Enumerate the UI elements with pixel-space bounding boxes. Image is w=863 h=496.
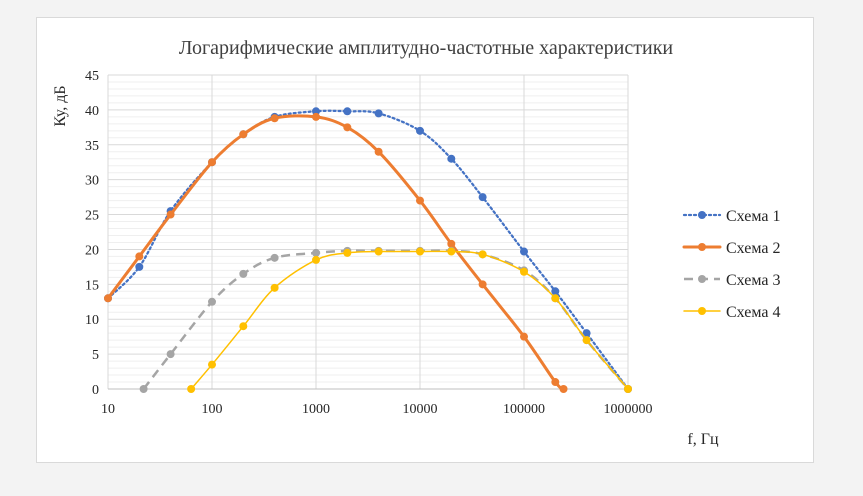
legend-label: Схема 4 [726,304,781,321]
y-axis-title: Ку, дБ [52,85,69,126]
y-tick-label: 0 [92,383,99,398]
legend-item: Схема 4 [683,304,781,321]
data-point [478,250,487,259]
data-point [312,107,320,116]
y-tick-label: 25 [85,209,99,224]
y-tick-label: 45 [85,69,99,84]
data-point [624,385,632,393]
data-point [447,247,456,256]
data-point [270,253,279,262]
data-point [374,247,383,256]
data-point [478,193,487,202]
x-tick-label: 100 [202,402,223,417]
data-point [312,112,320,121]
data-point [416,247,424,256]
x-tick-label: 10000 [403,402,438,417]
y-tick-label: 40 [85,104,99,119]
legend-marker [698,243,706,251]
legend-label: Схема 3 [726,272,781,289]
data-point [343,123,352,132]
chart-area: Логарифмические амплитудно-частотные хар… [36,17,814,463]
chart-svg: Логарифмические амплитудно-частотные хар… [52,37,781,448]
data-point [270,114,279,123]
y-tick-label: 30 [85,174,99,189]
legend: Схема 1 Схема 2 Схема 3 Схема 4 [682,208,781,321]
series-1 [104,107,632,393]
y-tick-label: 5 [92,348,99,363]
series-4 [187,247,632,393]
data-point [478,280,487,289]
y-tick-label: 35 [85,139,99,154]
series-line [106,109,630,391]
legend-item: Схема 2 [682,240,781,257]
x-tick-label: 10 [101,402,115,417]
data-point [416,126,424,135]
legend-marker [698,307,706,315]
data-point [166,350,175,359]
series-layer [104,107,632,393]
data-point [520,267,528,276]
chart-title: Логарифмические амплитудно-частотные хар… [179,37,674,59]
x-axis-title: f, Гц [687,431,719,448]
data-point [447,239,456,248]
y-tick-label: 20 [85,243,99,258]
x-tick-label: 1000 [302,402,330,417]
data-point [374,147,383,156]
x-tick-label: 1000000 [604,402,653,417]
legend-label: Схема 1 [726,208,781,225]
data-point [239,322,248,331]
data-point [208,360,216,369]
data-point [447,154,456,163]
data-point [312,255,320,264]
data-point [270,283,279,292]
grid [107,74,629,390]
data-point [135,252,144,261]
data-point [343,248,352,257]
y-tick-label: 10 [85,313,99,328]
legend-item: Схема 3 [684,272,781,289]
data-point [104,294,112,303]
legend-label: Схема 2 [726,240,781,257]
legend-item: Схема 1 [682,208,781,225]
data-point [208,158,216,167]
data-point [582,329,591,338]
data-point [343,107,352,116]
data-point [239,130,248,139]
data-point [139,385,148,393]
data-point [520,247,528,256]
legend-marker [698,275,706,283]
data-point [559,385,568,393]
x-tick-label: 100000 [503,402,545,417]
legend-marker [698,211,706,219]
data-point [551,294,560,303]
data-point [416,196,424,205]
data-point [582,336,591,345]
data-point [187,385,196,393]
data-point [166,210,175,219]
series-3 [139,246,632,393]
data-point [551,378,560,387]
tick-labels: 0 5 10 15 20 25 30 35 40 45 10 100 1000 10000 100000 10… [85,69,653,417]
data-point [239,269,248,278]
data-point [374,109,383,118]
data-point [551,287,560,296]
data-point [135,262,144,271]
series-2 [104,112,568,393]
data-point [520,332,528,341]
data-point [312,248,320,257]
data-point [208,297,216,306]
y-tick-label: 15 [85,278,99,293]
